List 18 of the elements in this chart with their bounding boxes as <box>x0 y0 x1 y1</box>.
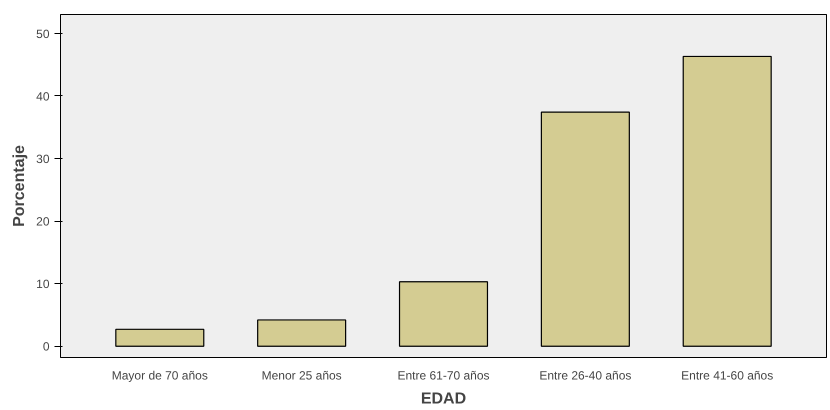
x-tick-label: Entre 61-70 años <box>397 368 490 382</box>
x-axis-title: EDAD <box>420 390 466 408</box>
y-tick-label: 20 <box>36 214 50 229</box>
bar <box>682 56 772 347</box>
x-tick-label: Entre 26-40 años <box>539 368 632 382</box>
bar <box>257 319 346 347</box>
y-tick-label: 0 <box>42 340 50 354</box>
y-tick-label: 30 <box>36 152 50 166</box>
bar <box>115 328 204 347</box>
y-tick-label: 50 <box>36 26 50 41</box>
y-tick-label: 10 <box>36 277 50 292</box>
bar <box>398 281 488 347</box>
x-tick-label: Entre 41-60 años <box>681 368 774 382</box>
x-tick-label: Mayor de 70 años <box>112 368 208 382</box>
y-tick-label: 40 <box>36 89 50 104</box>
bar <box>540 112 630 347</box>
x-tick-label: Menor 25 años <box>262 368 342 382</box>
y-axis-title: Porcentaje <box>11 144 28 227</box>
